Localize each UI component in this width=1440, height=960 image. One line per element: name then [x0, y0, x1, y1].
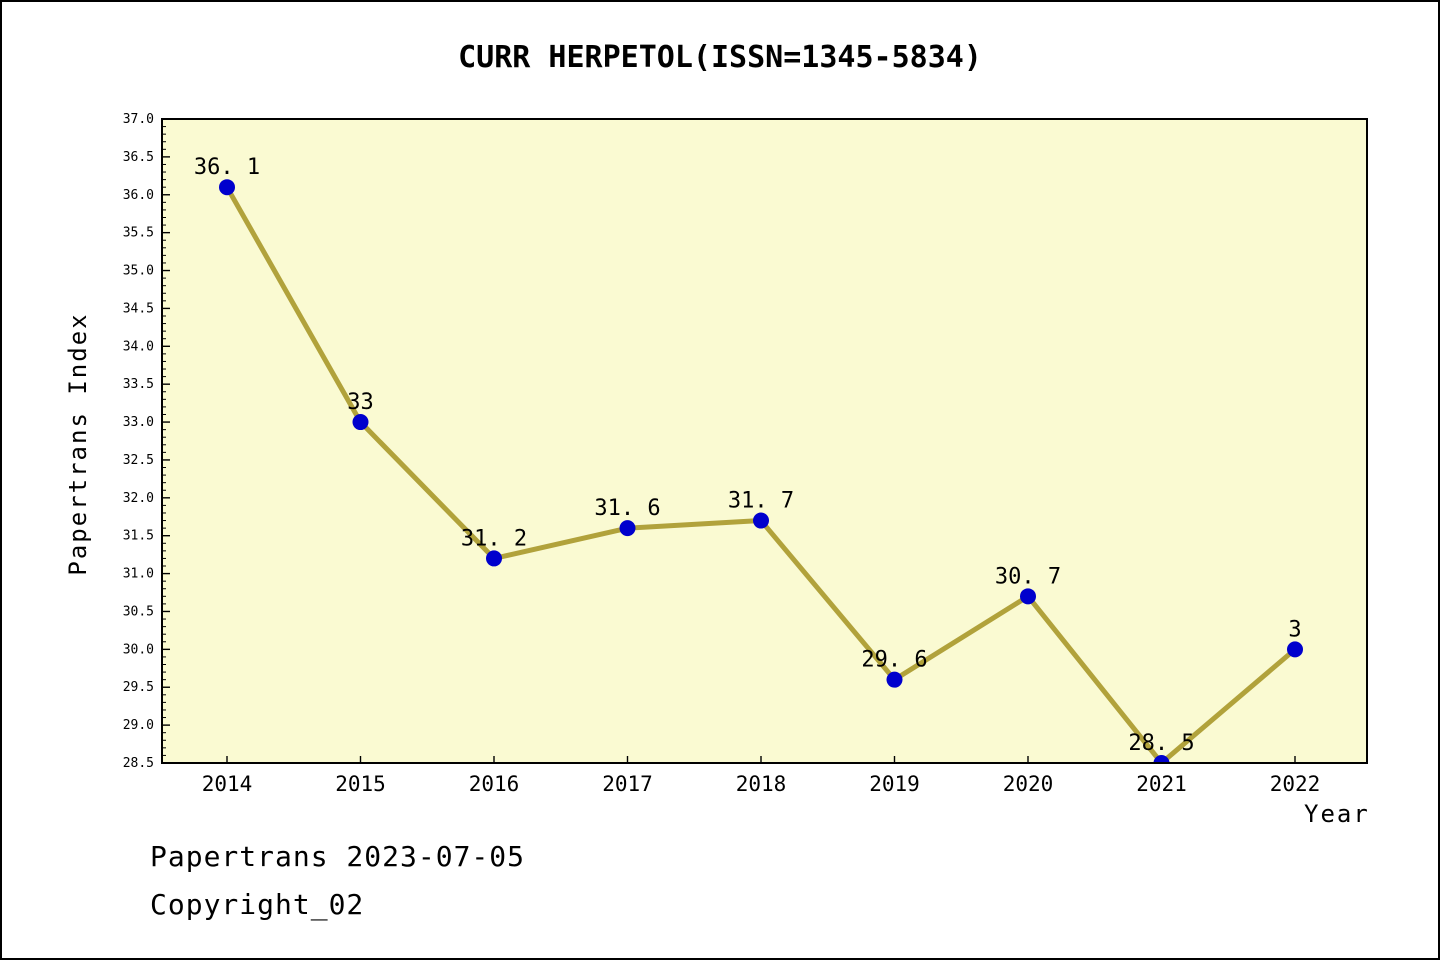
svg-text:36. 1: 36. 1 — [194, 155, 260, 180]
svg-text:31.5: 31.5 — [123, 529, 154, 544]
svg-text:2019: 2019 — [869, 772, 920, 796]
chart-title: CURR HERPETOL(ISSN=1345-5834) — [458, 40, 982, 75]
svg-text:2018: 2018 — [736, 772, 787, 796]
svg-text:36.0: 36.0 — [123, 188, 154, 203]
x-axis-label: Year — [1304, 800, 1370, 828]
svg-text:2020: 2020 — [1003, 772, 1054, 796]
svg-text:2015: 2015 — [335, 772, 386, 796]
svg-text:29.0: 29.0 — [123, 718, 154, 733]
svg-text:33: 33 — [347, 390, 374, 415]
svg-text:3: 3 — [1288, 617, 1301, 642]
svg-text:31.0: 31.0 — [123, 567, 154, 582]
svg-text:29. 6: 29. 6 — [861, 648, 927, 673]
svg-text:31. 6: 31. 6 — [594, 496, 660, 521]
svg-text:35.5: 35.5 — [123, 226, 154, 241]
svg-text:36.5: 36.5 — [123, 150, 154, 165]
svg-text:28.5: 28.5 — [123, 756, 154, 771]
svg-text:2014: 2014 — [202, 772, 253, 796]
svg-text:33.0: 33.0 — [123, 415, 154, 430]
svg-text:30.5: 30.5 — [123, 604, 154, 619]
svg-text:30.0: 30.0 — [123, 642, 154, 657]
svg-text:2022: 2022 — [1270, 772, 1321, 796]
svg-text:2021: 2021 — [1136, 772, 1187, 796]
svg-text:30. 7: 30. 7 — [995, 564, 1061, 589]
y-axis-label: Papertrans Index — [64, 312, 92, 576]
footer-date: Papertrans 2023-07-05 — [150, 840, 526, 873]
footer-copyright: Copyright_02 — [150, 888, 365, 921]
svg-text:32.5: 32.5 — [123, 453, 154, 468]
svg-text:31. 2: 31. 2 — [461, 526, 527, 551]
svg-text:32.0: 32.0 — [123, 491, 154, 506]
svg-text:31. 7: 31. 7 — [728, 489, 794, 514]
svg-text:34.0: 34.0 — [123, 339, 154, 354]
svg-text:2017: 2017 — [602, 772, 653, 796]
svg-text:2016: 2016 — [469, 772, 520, 796]
svg-text:35.0: 35.0 — [123, 264, 154, 279]
svg-text:28. 5: 28. 5 — [1128, 731, 1194, 756]
svg-text:34.5: 34.5 — [123, 301, 154, 316]
svg-text:37.0: 37.0 — [123, 112, 154, 127]
svg-text:29.5: 29.5 — [123, 680, 154, 695]
svg-text:33.5: 33.5 — [123, 377, 154, 392]
